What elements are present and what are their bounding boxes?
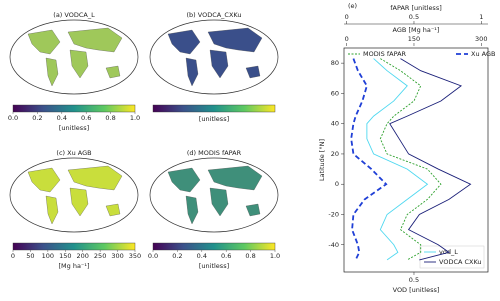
colorbar-tick-label: 350 xyxy=(129,252,141,260)
colorbar-tick-label: 0.6 xyxy=(221,252,231,260)
land xyxy=(69,49,89,79)
map-title: (d) MODIS fAPAR xyxy=(187,149,242,157)
colorbar-tick-label: 150 xyxy=(59,252,71,260)
land xyxy=(105,65,121,79)
land xyxy=(167,29,201,55)
x2-axis-label: AGB [Mg ha⁻¹] xyxy=(393,26,440,34)
y-tick-label: 0 xyxy=(335,180,339,188)
colorbar xyxy=(152,104,276,113)
y-tick-label: 60 xyxy=(331,89,339,97)
series-line xyxy=(379,58,442,261)
x-tick-label: 0.5 xyxy=(409,276,419,284)
land xyxy=(45,57,59,87)
y-tick-label: 80 xyxy=(331,59,339,67)
x3-tick-label: 1 xyxy=(479,13,483,21)
y-tick-label: 40 xyxy=(331,120,339,128)
y-axis-label: Latitude [°N] xyxy=(318,139,326,181)
colorbar xyxy=(152,242,276,251)
colorbar xyxy=(12,242,136,251)
legend-label: Xu AGB xyxy=(471,50,495,58)
colorbar-label: [unitless] xyxy=(199,262,229,270)
y-tick-label: -20 xyxy=(328,210,339,218)
series-line xyxy=(366,58,429,261)
land xyxy=(209,187,229,217)
land xyxy=(207,27,263,53)
legend-label: VODCA CXKu xyxy=(439,258,482,266)
colorbar-tick-label: 250 xyxy=(94,252,106,260)
x2-tick-label: 0 xyxy=(345,35,349,43)
land xyxy=(167,167,201,193)
x2-tick-label: 300 xyxy=(475,35,487,43)
panel-label: (e) xyxy=(348,2,357,10)
colorbar-label: [unitless] xyxy=(59,124,89,132)
colorbar-tick-label: 0.4 xyxy=(57,114,67,122)
colorbar-tick-label: 0 xyxy=(11,252,15,260)
x3-tick-label: 0.5 xyxy=(409,13,419,21)
land xyxy=(245,203,261,217)
colorbar-label: [Mg ha⁻¹] xyxy=(58,262,89,270)
land xyxy=(185,195,199,225)
colorbar xyxy=(12,104,136,113)
land xyxy=(185,57,199,87)
land xyxy=(67,165,123,191)
y-tick-label: -40 xyxy=(328,241,339,249)
x3-axis-label: fAPAR [unitless] xyxy=(390,4,442,12)
colorbar-tick-label: 0.6 xyxy=(81,114,91,122)
colorbar-tick-label: 0.8 xyxy=(105,114,115,122)
land xyxy=(27,167,61,193)
x-axis-label: VOD [unitless] xyxy=(393,286,440,294)
colorbar-tick-label: 300 xyxy=(111,252,123,260)
y-tick-label: 20 xyxy=(331,150,339,158)
plot-frame xyxy=(343,47,489,273)
colorbar-tick-label: 0.2 xyxy=(32,114,42,122)
land xyxy=(209,49,229,79)
legend-label: MODIS fAPAR xyxy=(363,50,407,58)
colorbar-tick-label: 0.4 xyxy=(197,252,207,260)
map-title: (a) VODCA_L xyxy=(53,11,95,19)
colorbar-tick-label: 50 xyxy=(26,252,34,260)
land xyxy=(27,29,61,55)
land xyxy=(67,27,123,53)
colorbar-tick-label: 0.2 xyxy=(172,252,182,260)
legend-box xyxy=(419,245,485,269)
colorbar-tick-label: 1.0 xyxy=(270,252,280,260)
land xyxy=(105,203,121,217)
land xyxy=(207,165,263,191)
land xyxy=(245,65,261,79)
colorbar-tick-label: 0.0 xyxy=(8,114,18,122)
x3-tick-label: 0 xyxy=(345,13,349,21)
colorbar-tick-label: 1.0 xyxy=(130,114,140,122)
land xyxy=(45,195,59,225)
x2-tick-label: 150 xyxy=(408,35,420,43)
colorbar-label: [unitless] xyxy=(199,115,229,123)
colorbar-tick-label: 100 xyxy=(42,252,54,260)
series-line xyxy=(389,58,472,261)
map-title: (b) VODCA_CXKu xyxy=(186,11,241,19)
map-title: (c) Xu AGB xyxy=(56,149,91,157)
colorbar-tick-label: 200 xyxy=(77,252,89,260)
series-line xyxy=(350,58,388,261)
colorbar-tick-label: 0.0 xyxy=(148,252,158,260)
colorbar-tick-label: 0.8 xyxy=(245,252,255,260)
land xyxy=(69,187,89,217)
